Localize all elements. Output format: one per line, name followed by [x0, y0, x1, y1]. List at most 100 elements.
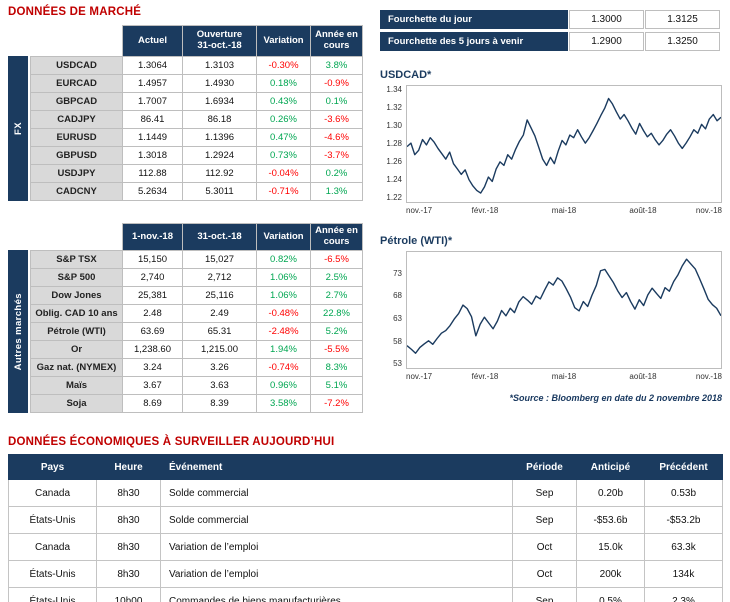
close-value: 2.48	[122, 304, 183, 323]
fx-row: CADJPY 86.41 86.18 0.26% -3.6%	[30, 110, 363, 129]
fx-table: Actuel Ouverture 31-oct.-18 Variation Ann…	[30, 25, 363, 201]
markets-col-date2: 31-oct.-18	[182, 223, 257, 251]
previous-cell: 0.53b	[644, 479, 723, 507]
previous-value: 3.63	[182, 376, 257, 395]
actuel-value: 1.4957	[122, 74, 183, 93]
y-tick-label: 1.22	[386, 193, 402, 203]
variation-value: 3.58%	[256, 394, 311, 413]
ytd-value: 0.1%	[310, 92, 363, 111]
forecast-cell: 15.0k	[576, 533, 645, 561]
y-tick-label: 1.30	[386, 120, 402, 130]
range-row: Fourchette du jour 1.3000 1.3125	[380, 10, 722, 29]
wti-line-chart: 53 58 63 68 73 nov.-17 févr.-18 mai-18 août-18 n…	[380, 251, 722, 383]
markets-row: Gaz nat. (NYMEX) 3.24 3.26 -0.74% 8.3%	[30, 358, 363, 377]
markets-table: 1-nov.-18 31-oct.-18 Variation Année en …	[30, 223, 363, 413]
previous-cell: 134k	[644, 560, 723, 588]
markets-col-ytd: Année en cours	[310, 223, 363, 251]
markets-row: Maïs 3.67 3.63 0.96% 5.1%	[30, 376, 363, 395]
ouverture-value: 1.1396	[182, 128, 257, 147]
markets-row: S&P TSX 15,150 15,027 0.82% -6.5%	[30, 250, 363, 269]
ytd-value: 5.1%	[310, 376, 363, 395]
range-row: Fourchette des 5 jours à venir 1.2900 1.…	[380, 32, 722, 51]
ytd-value: 1.3%	[310, 182, 363, 201]
fx-row: USDCAD 1.3064 1.3103 -0.30% 3.8%	[30, 56, 363, 75]
variation-value: 1.06%	[256, 268, 311, 287]
fx-table-block: FX Actuel Ouverture 31-oct.-18 Variation …	[8, 25, 368, 201]
market-data-section: DONNÉES DE MARCHÉ FX Actuel Ouverture 31-…	[8, 6, 368, 413]
forecast-cell: 200k	[576, 560, 645, 588]
wti-x-axis: nov.-17 févr.-18 mai-18 août-18 nov.-18	[406, 369, 722, 383]
instrument-label: Or	[30, 340, 123, 359]
x-tick-label: févr.-18	[471, 206, 499, 215]
fx-row: GBPCAD 1.7007 1.6934 0.43% 0.1%	[30, 92, 363, 111]
markets-row: Or 1,238.60 1,215.00 1.94% -5.5%	[30, 340, 363, 359]
fx-col-ouverture: Ouverture 31-oct.-18	[182, 25, 257, 57]
range-high-value: 1.3250	[645, 32, 720, 51]
x-tick-label: nov.-18	[695, 372, 722, 381]
period-cell: Sep	[512, 587, 577, 602]
variation-value: 1.06%	[256, 286, 311, 305]
markets-col-date1: 1-nov.-18	[122, 223, 183, 251]
econ-col-pays: Pays	[8, 454, 97, 480]
range-high-value: 1.3125	[645, 10, 720, 29]
ouverture-value: 112.92	[182, 164, 257, 183]
instrument-label: GBPUSD	[30, 146, 123, 165]
ytd-value: -0.9%	[310, 74, 363, 93]
event-cell: Commandes de biens manufacturières	[160, 587, 513, 602]
previous-value: 8.39	[182, 394, 257, 413]
wti-chart-title: Pétrole (WTI)*	[380, 235, 453, 247]
country-cell: États-Unis	[8, 560, 97, 588]
time-cell: 8h30	[96, 560, 161, 588]
previous-value: 2.49	[182, 304, 257, 323]
price-line	[407, 258, 721, 354]
actuel-value: 5.2634	[122, 182, 183, 201]
country-cell: États-Unis	[8, 587, 97, 602]
y-tick-label: 53	[393, 359, 402, 369]
usdcad-y-axis: 1.22 1.24 1.26 1.28 1.30 1.32 1.34	[380, 85, 406, 203]
fx-col-variation: Variation	[256, 25, 311, 57]
econ-row: États-Unis 8h30 Variation de l’emploi Oc…	[8, 560, 723, 588]
markets-group-label: Autres marchés	[12, 292, 24, 371]
ytd-value: 3.8%	[310, 56, 363, 75]
econ-row: États-Unis 10h00 Commandes de biens manu…	[8, 587, 723, 602]
instrument-label: CADJPY	[30, 110, 123, 129]
econ-row: États-Unis 8h30 Solde commercial Sep -$5…	[8, 506, 723, 534]
fx-col-actuel: Actuel	[122, 25, 183, 57]
previous-value: 1,215.00	[182, 340, 257, 359]
instrument-label: Oblig. CAD 10 ans	[30, 304, 123, 323]
previous-cell: 63.3k	[644, 533, 723, 561]
fx-group-bar: FX	[8, 56, 28, 201]
markets-col-variation: Variation	[256, 223, 311, 251]
ytd-value: -7.2%	[310, 394, 363, 413]
econ-col-periode: Période	[512, 454, 577, 480]
variation-value: 0.96%	[256, 376, 311, 395]
usdcad-chart-title: USDCAD*	[380, 69, 432, 81]
variation-value: 0.18%	[256, 74, 311, 93]
actuel-value: 1.7007	[122, 92, 183, 111]
y-tick-label: 1.26	[386, 157, 402, 167]
event-cell: Solde commercial	[160, 479, 513, 507]
markets-table-block: Autres marchés 1-nov.-18 31-oct.-18 Vari…	[8, 223, 368, 413]
close-value: 8.69	[122, 394, 183, 413]
y-tick-label: 1.24	[386, 175, 402, 185]
econ-col-evenement: Événement	[160, 454, 513, 480]
ytd-value: 5.2%	[310, 322, 363, 341]
ouverture-value: 1.2924	[182, 146, 257, 165]
fx-col-ytd: Année en cours	[310, 25, 363, 57]
close-value: 15,150	[122, 250, 183, 269]
variation-value: 1.94%	[256, 340, 311, 359]
x-tick-label: nov.-17	[406, 206, 433, 215]
markets-row: Pétrole (WTI) 63.69 65.31 -2.48% 5.2%	[30, 322, 363, 341]
fx-row: CADCNY 5.2634 5.3011 -0.71% 1.3%	[30, 182, 363, 201]
variation-value: 0.73%	[256, 146, 311, 165]
x-tick-label: mai-18	[551, 206, 577, 215]
markets-header-blank	[31, 224, 123, 251]
econ-row: Canada 8h30 Variation de l’emploi Oct 15…	[8, 533, 723, 561]
period-cell: Sep	[512, 506, 577, 534]
forecast-cell: 0.5%	[576, 587, 645, 602]
period-cell: Oct	[512, 560, 577, 588]
instrument-label: S&P TSX	[30, 250, 123, 269]
ranges-block: Fourchette du jour 1.3000 1.3125 Fourche…	[380, 10, 722, 51]
close-value: 3.24	[122, 358, 183, 377]
instrument-label: Maïs	[30, 376, 123, 395]
